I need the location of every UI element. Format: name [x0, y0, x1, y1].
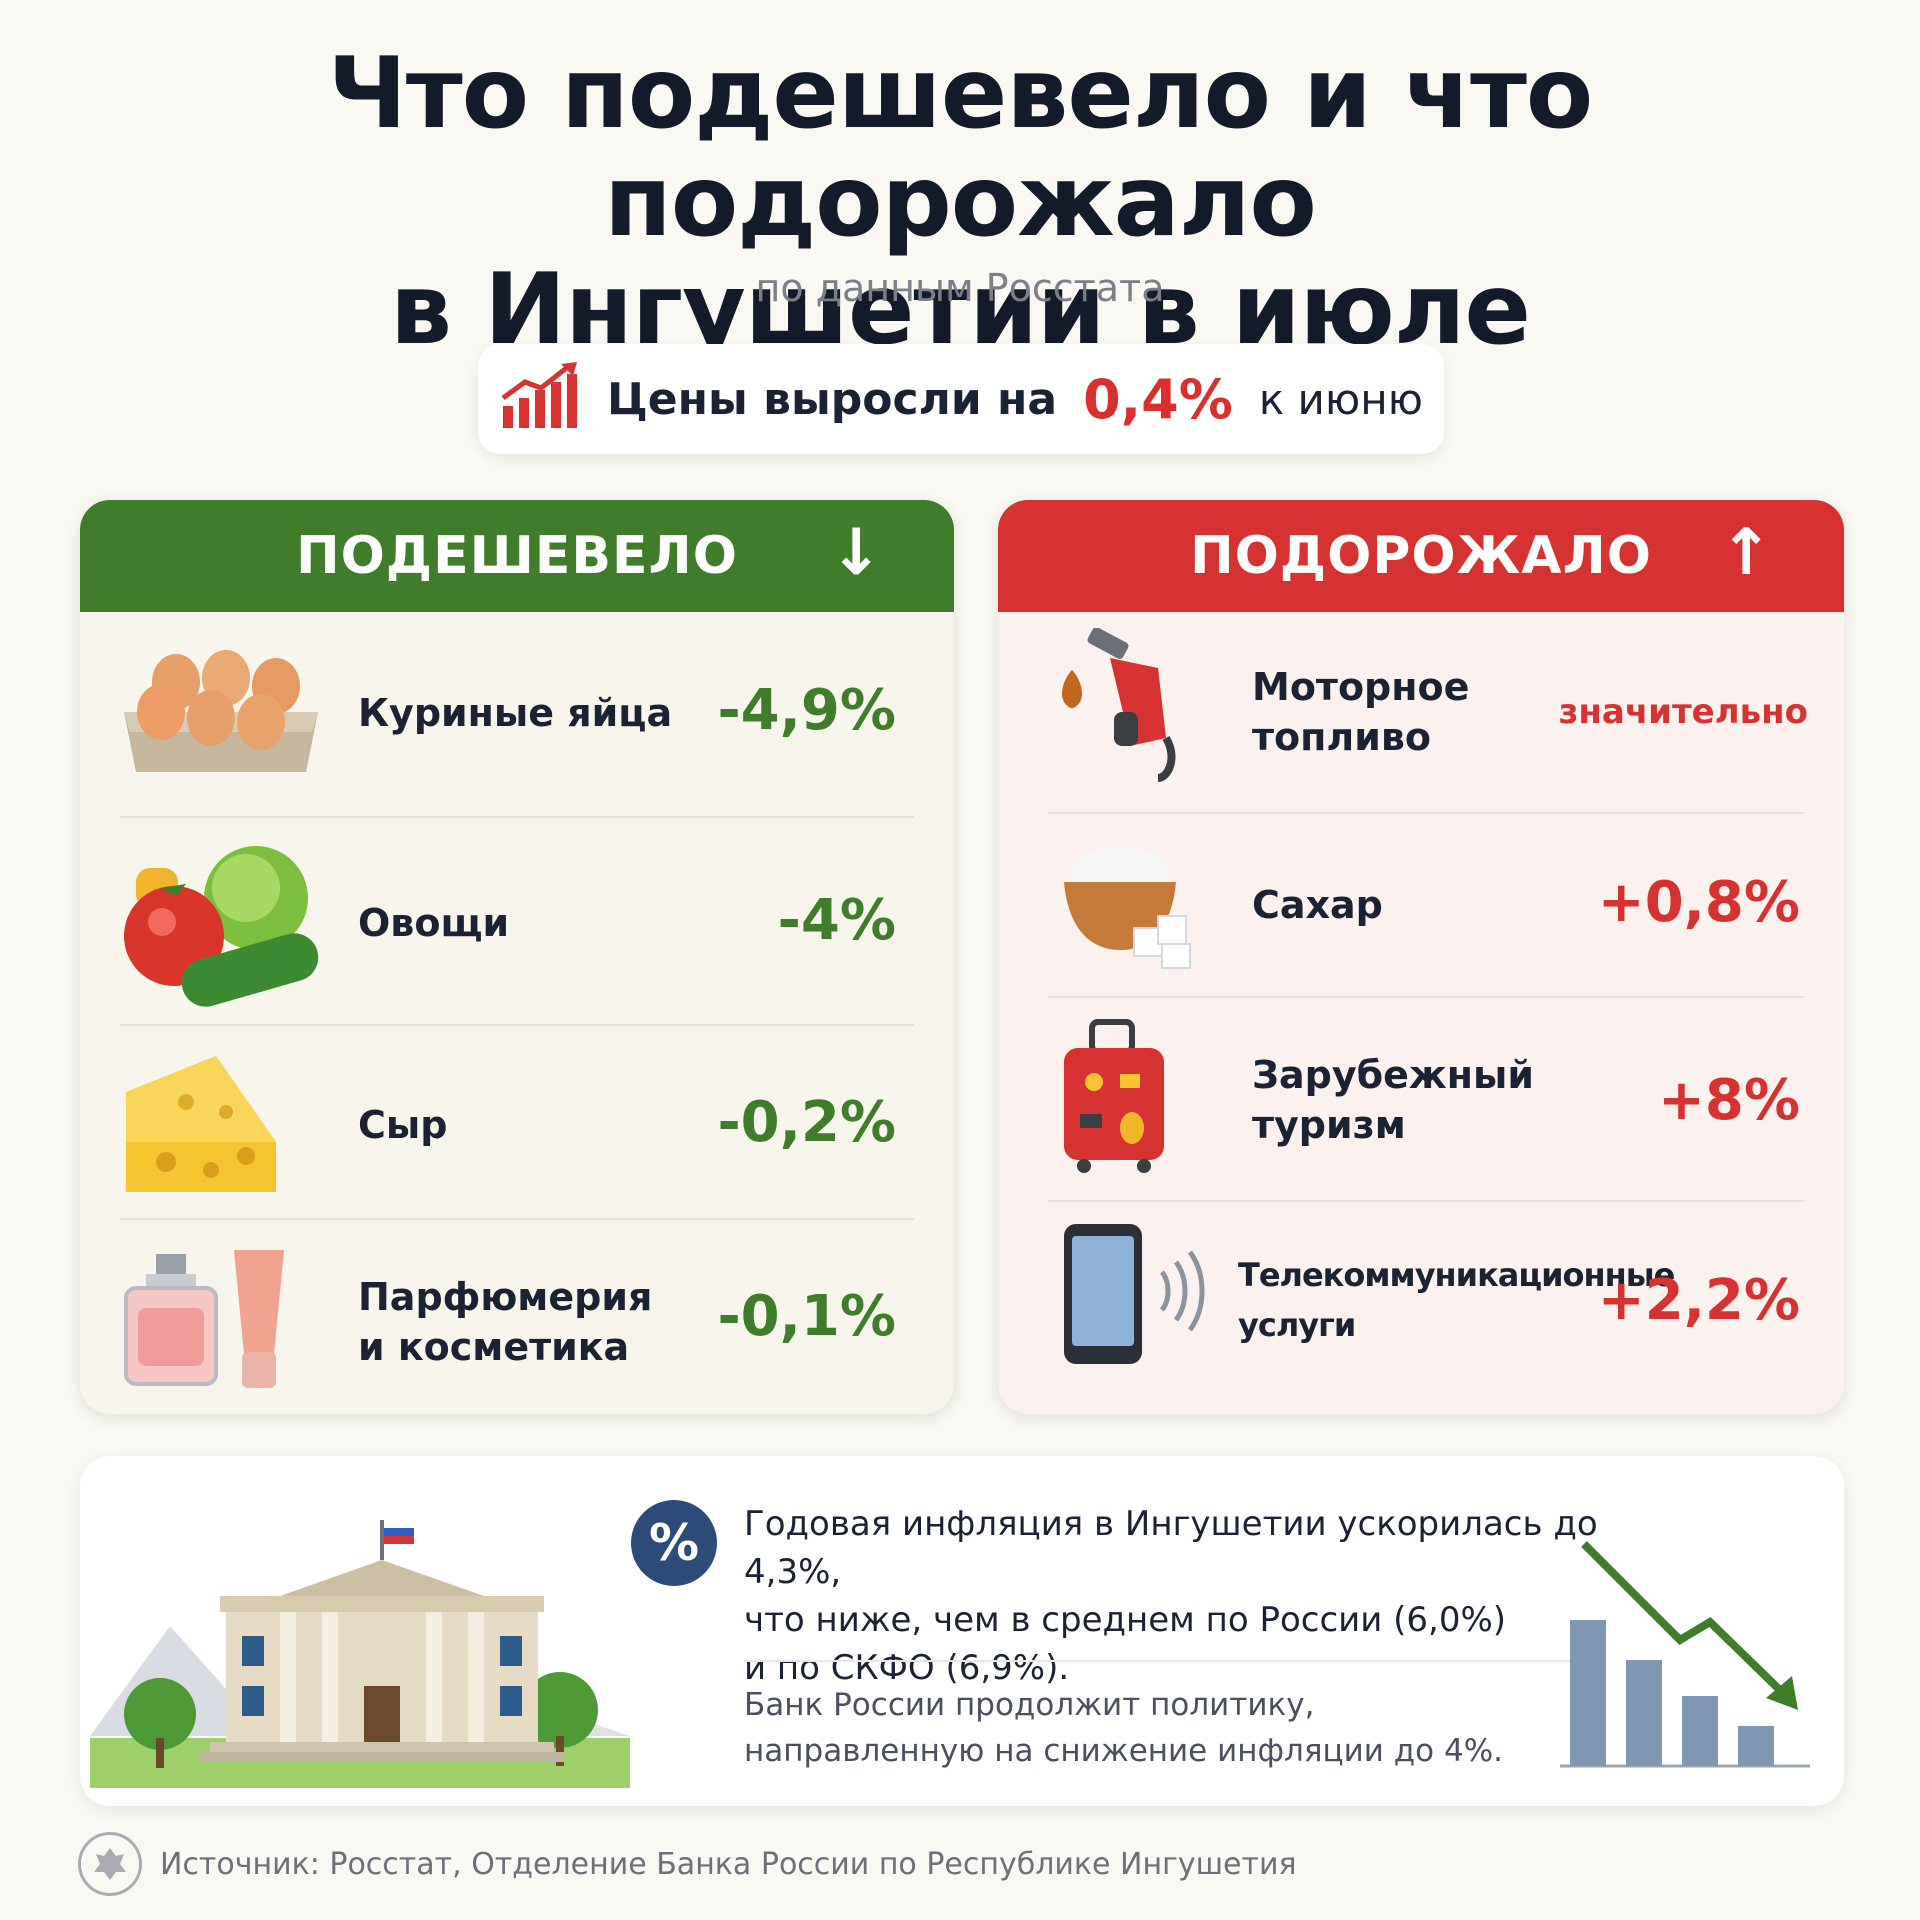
cheaper-header: ПОДЕШЕВЕЛО ↓: [80, 500, 954, 612]
bank-policy-line-1: Банк России продолжит политику,: [744, 1687, 1315, 1723]
pricier-panel: ПОДОРОЖАЛО ↑ Моторное топливо значительн…: [998, 500, 1844, 1414]
price-summary-pill: Цены выросли на 0,4% к июню: [478, 344, 1444, 454]
item-value: +2,2%: [1597, 1268, 1800, 1333]
item-value: +0,8%: [1597, 870, 1800, 935]
inflation-card: % Годовая инфляция в Ингушетии ускорилас…: [80, 1456, 1844, 1806]
sugar-bowl-icon: [1058, 832, 1198, 976]
list-item: Сахар +0,8%: [998, 816, 1844, 996]
inflation-line-2: что ниже, чем в среднем по России (6,0%): [744, 1600, 1507, 1640]
item-label-line-2: услуги: [1238, 1306, 1356, 1344]
list-item: Парфюмерия и косметика -0,1%: [80, 1222, 954, 1412]
item-value: -4%: [777, 888, 896, 953]
eggs-icon: [116, 642, 326, 796]
suitcase-icon: [1054, 1018, 1184, 1182]
list-item: Куриные яйца -4,9%: [80, 612, 954, 812]
percent-badge: %: [631, 1500, 717, 1586]
row-divider: [1048, 1200, 1804, 1202]
item-label: Телекоммуникационные услуги: [1238, 1250, 1675, 1350]
item-label: Овощи: [358, 901, 510, 945]
subtitle: по данным Росстата: [755, 266, 1165, 310]
source-text: Источник: Росстат, Отделение Банка Росси…: [160, 1847, 1297, 1882]
item-label: Парфюмерия и косметика: [358, 1272, 652, 1372]
item-value: -0,1%: [717, 1284, 896, 1349]
cheaper-header-label: ПОДЕШЕВЕЛО: [296, 526, 738, 586]
item-value: значительно: [1558, 692, 1808, 732]
bank-building-icon: [90, 1476, 630, 1800]
arrow-down-icon: ↓: [829, 516, 884, 590]
card-divider: [744, 1660, 1584, 1662]
item-label: Моторное топливо: [1252, 662, 1469, 762]
item-label: Сахар: [1252, 883, 1383, 927]
item-value: -4,9%: [717, 678, 896, 743]
item-label-line-2: топливо: [1252, 715, 1431, 759]
declining-bars-icon: [1560, 1540, 1810, 1774]
row-divider: [1048, 996, 1804, 998]
cheaper-panel: ПОДЕШЕВЕЛО ↓ Куриные яйца -4,9%: [80, 500, 954, 1414]
item-label-line-1: Моторное: [1252, 665, 1470, 709]
item-label-line-1: Парфюмерия: [358, 1275, 653, 1319]
item-label: Зарубежный туризм: [1252, 1050, 1534, 1150]
item-label: Куриные яйца: [358, 691, 673, 735]
bank-of-russia-emblem-icon: [78, 1832, 142, 1896]
inflation-line-1: Годовая инфляция в Ингушетии ускорилась …: [744, 1504, 1598, 1592]
bank-policy-line-2: направленную на снижение инфляции до 4%.: [744, 1733, 1504, 1769]
list-item: Телекоммуникационные услуги +2,2%: [998, 1204, 1844, 1400]
price-summary-value: 0,4%: [1083, 367, 1233, 431]
smartphone-icon: [1058, 1220, 1218, 1374]
price-summary-prefix: Цены выросли на: [606, 373, 1058, 425]
pricier-header: ПОДОРОЖАЛО ↑: [998, 500, 1844, 612]
row-divider: [120, 1024, 914, 1026]
pricier-header-label: ПОДОРОЖАЛО: [1190, 526, 1652, 586]
inflation-text: Годовая инфляция в Ингушетии ускорилась …: [744, 1500, 1644, 1692]
row-divider: [120, 1218, 914, 1220]
inflation-line-3: и по СКФО (6,9%).: [744, 1648, 1070, 1688]
item-label-line-1: Зарубежный: [1252, 1053, 1534, 1097]
item-value: +8%: [1658, 1068, 1800, 1133]
row-divider: [1048, 812, 1804, 814]
item-label-line-2: туризм: [1252, 1103, 1406, 1147]
item-label: Сыр: [358, 1103, 448, 1147]
list-item: Овощи -4%: [80, 820, 954, 1024]
rising-chart-icon: [499, 362, 581, 436]
page-title: Что подешевело и что подорожало в Ингуше…: [0, 40, 1920, 364]
arrow-up-icon: ↑: [1719, 516, 1774, 590]
cosmetics-icon: [116, 1244, 296, 1398]
list-item: Зарубежный туризм +8%: [998, 1000, 1844, 1200]
row-divider: [120, 816, 914, 818]
vegetables-icon: [116, 838, 326, 1012]
list-item: Моторное топливо значительно: [998, 612, 1844, 812]
item-label-line-2: и косметика: [358, 1325, 630, 1369]
fuel-nozzle-icon: [1048, 627, 1188, 802]
price-summary-suffix: к июню: [1258, 374, 1424, 424]
list-item: Сыр -0,2%: [80, 1028, 954, 1218]
item-label-line-1: Телекоммуникационные: [1238, 1256, 1675, 1294]
bank-policy-text: Банк России продолжит политику, направле…: [744, 1682, 1544, 1774]
item-value: -0,2%: [717, 1090, 896, 1155]
cheese-icon: [116, 1052, 286, 1206]
title-line-1: Что подешевело и что подорожало: [327, 37, 1594, 259]
